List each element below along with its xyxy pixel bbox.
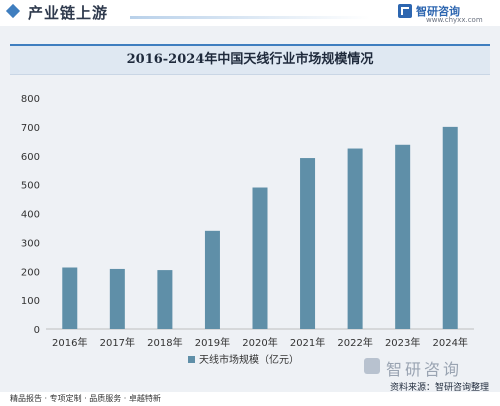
source-watermark-logo: 智研咨询 (364, 356, 484, 379)
chart-title: 2016-2024年中国天线行业市场规模情况 (126, 52, 374, 67)
x-tick-label: 2018年 (147, 336, 182, 349)
footer-text: 精品报告 · 专项定制 · 品质服务 · 卓越特新 (10, 394, 161, 403)
y-tick-label: 200 (21, 267, 40, 278)
y-tick-label: 700 (21, 123, 40, 134)
header-bar: 产业链上游 智研咨询 www.chyxx.com (0, 0, 500, 26)
chart-title-bar: 2016-2024年中国天线行业市场规模情况 (10, 44, 490, 75)
bar (347, 148, 363, 329)
source-logo-name: 智研咨询 (386, 360, 463, 379)
x-tick-label: 2022年 (337, 336, 372, 349)
source-note: 资料来源：智研咨询整理 (390, 383, 490, 393)
brand-name: 智研咨询 (416, 5, 460, 18)
bar (442, 126, 458, 329)
bar (252, 187, 268, 329)
source-logo-icon (364, 358, 380, 374)
brand-logo-icon (398, 4, 412, 18)
bars (62, 126, 458, 329)
y-tick-label: 400 (21, 210, 40, 221)
y-axis-ticks: 0 100 200 300 400 500 600 700 800 (21, 94, 40, 336)
legend-label: 天线市场规模（亿元） (199, 353, 299, 366)
x-tick-label: 2020年 (242, 336, 277, 349)
bar (157, 270, 173, 329)
x-tick-label: 2017年 (100, 336, 135, 349)
brand-logo: 智研咨询 www.chyxx.com (398, 3, 490, 25)
x-axis-ticks: 2016年 2017年 2018年 2019年 2020年 2021年 2022年 2023年… (52, 336, 468, 349)
bar (204, 230, 220, 329)
y-tick-label: 600 (21, 152, 40, 163)
header-decoration-line (130, 16, 370, 19)
y-tick-label: 500 (21, 181, 40, 192)
x-tick-label: 2021年 (290, 336, 325, 349)
x-tick-label: 2023年 (385, 336, 420, 349)
y-tick-label: 300 (21, 238, 40, 249)
x-tick-label: 2019年 (195, 336, 230, 349)
x-tick-label: 2024年 (432, 336, 467, 349)
bar (62, 267, 78, 329)
brand-url: www.chyxx.com (426, 16, 483, 24)
bar (395, 144, 411, 329)
footer-bar: 精品报告 · 专项定制 · 品质服务 · 卓越特新 (0, 392, 500, 406)
legend-swatch (188, 356, 195, 363)
y-tick-label: 800 (21, 94, 40, 105)
bar (300, 158, 316, 329)
y-tick-label: 100 (21, 296, 40, 307)
y-tick-label: 0 (34, 325, 40, 336)
bar (109, 268, 125, 329)
x-tick-label: 2016年 (52, 336, 87, 349)
section-title: 产业链上游 (28, 4, 109, 22)
legend: 天线市场规模（亿元） (188, 353, 299, 366)
